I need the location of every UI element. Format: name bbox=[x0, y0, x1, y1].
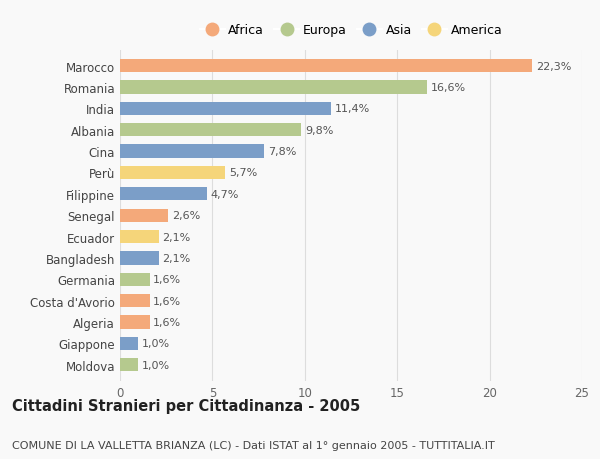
Bar bbox=[120, 167, 226, 179]
Bar bbox=[120, 209, 168, 222]
Bar bbox=[120, 145, 264, 158]
Bar bbox=[120, 337, 139, 350]
Text: 5,7%: 5,7% bbox=[229, 168, 257, 178]
Text: 1,6%: 1,6% bbox=[153, 274, 181, 285]
Text: 9,8%: 9,8% bbox=[305, 125, 333, 135]
Bar bbox=[120, 81, 427, 95]
Text: 1,6%: 1,6% bbox=[153, 296, 181, 306]
Text: 2,6%: 2,6% bbox=[172, 211, 200, 221]
Text: 1,6%: 1,6% bbox=[153, 317, 181, 327]
Bar bbox=[120, 60, 532, 73]
Text: 2,1%: 2,1% bbox=[163, 253, 191, 263]
Text: 4,7%: 4,7% bbox=[211, 190, 239, 199]
Text: 7,8%: 7,8% bbox=[268, 147, 296, 157]
Text: 11,4%: 11,4% bbox=[334, 104, 370, 114]
Text: 22,3%: 22,3% bbox=[536, 62, 571, 72]
Bar bbox=[120, 124, 301, 137]
Text: Cittadini Stranieri per Cittadinanza - 2005: Cittadini Stranieri per Cittadinanza - 2… bbox=[12, 398, 360, 413]
Text: 1,0%: 1,0% bbox=[142, 360, 170, 370]
Bar bbox=[120, 188, 207, 201]
Legend: Africa, Europa, Asia, America: Africa, Europa, Asia, America bbox=[196, 20, 506, 41]
Bar bbox=[120, 358, 139, 372]
Text: COMUNE DI LA VALLETTA BRIANZA (LC) - Dati ISTAT al 1° gennaio 2005 - TUTTITALIA.: COMUNE DI LA VALLETTA BRIANZA (LC) - Dat… bbox=[12, 440, 495, 450]
Bar bbox=[120, 273, 149, 286]
Bar bbox=[120, 230, 159, 244]
Bar bbox=[120, 102, 331, 116]
Bar bbox=[120, 316, 149, 329]
Bar bbox=[120, 252, 159, 265]
Text: 2,1%: 2,1% bbox=[163, 232, 191, 242]
Bar bbox=[120, 294, 149, 308]
Text: 1,0%: 1,0% bbox=[142, 339, 170, 349]
Text: 16,6%: 16,6% bbox=[430, 83, 466, 93]
